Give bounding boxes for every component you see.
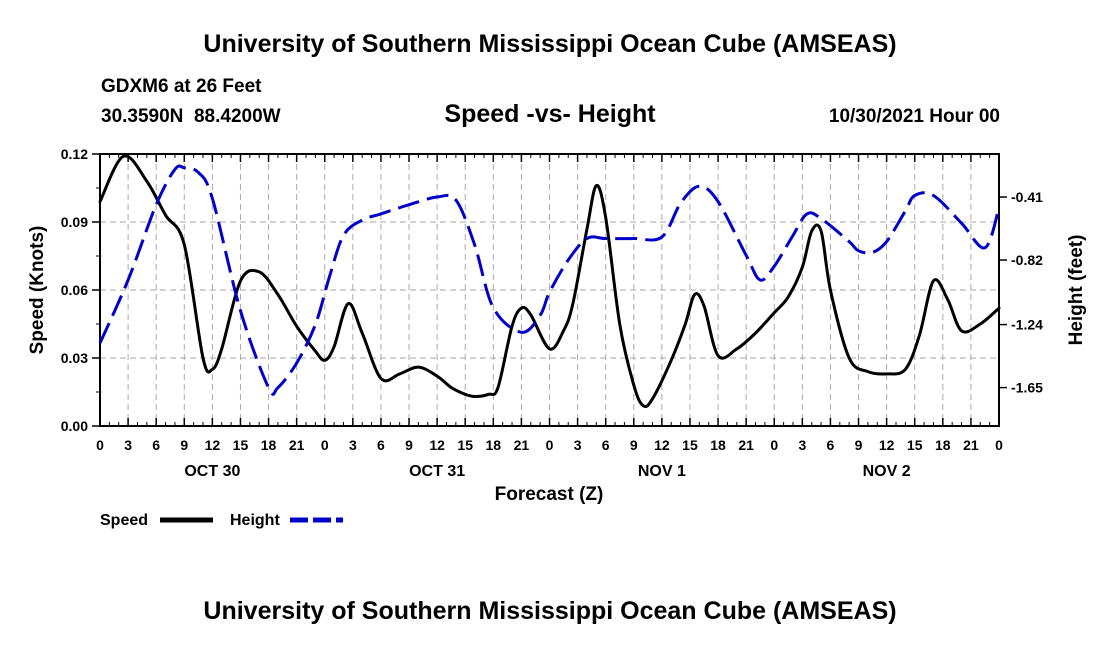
- series-layer: [98, 154, 1001, 409]
- chart-main-title: University of Southern Mississippi Ocean…: [203, 30, 897, 58]
- x-tick-label: 0: [321, 437, 329, 453]
- x-tick-label: 21: [514, 437, 530, 453]
- x-tick-label: 12: [205, 437, 221, 453]
- x-tick-label: 15: [682, 437, 698, 453]
- x-tick-label: 6: [377, 437, 385, 453]
- y-tick-label: 0.06: [61, 282, 88, 298]
- x-tick-label: 12: [879, 437, 895, 453]
- y-axis-title: Speed (Knots): [27, 226, 48, 355]
- x-tick-label: 21: [963, 437, 979, 453]
- x-tick-label: 12: [429, 437, 445, 453]
- x-tick-label: 3: [798, 437, 806, 453]
- x-tick-label: 0: [546, 437, 554, 453]
- x-tick-label: 9: [630, 437, 638, 453]
- x-tick-label: 6: [152, 437, 160, 453]
- coordinates-label: 30.3590N 88.4200W: [101, 106, 281, 127]
- x-tick-label: 15: [457, 437, 473, 453]
- x-tick-label: 0: [96, 437, 104, 453]
- x-tick-label: 0: [995, 437, 1003, 453]
- y2-tick-label: -1.65: [1011, 380, 1043, 396]
- x-tick-label: 9: [855, 437, 863, 453]
- x-tick-label: 6: [602, 437, 610, 453]
- x-tick-label: 9: [180, 437, 188, 453]
- series-line-height: [98, 164, 1001, 396]
- x-tick-label: 18: [486, 437, 502, 453]
- y2-tick-label: -1.24: [1011, 317, 1043, 333]
- footer-title: University of Southern Mississippi Ocean…: [203, 597, 897, 625]
- y-tick-label: 0.03: [61, 350, 88, 366]
- x-tick-label: 15: [907, 437, 923, 453]
- legend-height-label: Height: [230, 512, 280, 529]
- y2-axis-title: Height (feet): [1066, 235, 1087, 346]
- series-line-speed: [98, 154, 1001, 409]
- day-label: NOV 1: [638, 463, 686, 480]
- x-tick-label: 12: [654, 437, 670, 453]
- x-tick-label: 3: [349, 437, 357, 453]
- y-tick-label: 0.00: [61, 418, 88, 434]
- x-tick-label: 0: [770, 437, 778, 453]
- x-tick-label: 9: [405, 437, 413, 453]
- x-tick-label: 21: [738, 437, 754, 453]
- y2-tick-label: -0.41: [1011, 189, 1043, 205]
- x-tick-label: 18: [935, 437, 951, 453]
- legend: Speed Height: [100, 512, 343, 529]
- x-tick-label: 6: [827, 437, 835, 453]
- axis-ticks: [92, 153, 1007, 427]
- station-label: GDXM6 at 26 Feet: [101, 76, 262, 97]
- x-tick-label: 18: [710, 437, 726, 453]
- x-tick-label: 21: [289, 437, 305, 453]
- x-tick-label: 15: [233, 437, 249, 453]
- forecast-datestamp: 10/30/2021 Hour 00: [828, 106, 1000, 127]
- chart-subtitle: Speed -vs- Height: [444, 100, 656, 128]
- y-tick-label: 0.09: [61, 214, 88, 230]
- y2-tick-label: -0.82: [1011, 252, 1043, 268]
- day-label: NOV 2: [863, 463, 911, 480]
- axis-labels: 0 3 6 9 12 15 18 21 0 3 6 9 12 15 18 21 0 3 6 9 12 15 18 21 0 3 6 9…: [61, 146, 1043, 480]
- x-axis-title: Forecast (Z): [495, 484, 604, 505]
- legend-speed-label: Speed: [100, 512, 148, 529]
- y-tick-label: 0.12: [61, 146, 88, 162]
- x-tick-label: 3: [574, 437, 582, 453]
- day-label: OCT 31: [409, 463, 465, 480]
- x-tick-label: 18: [261, 437, 277, 453]
- x-tick-label: 3: [124, 437, 132, 453]
- day-label: OCT 30: [184, 463, 240, 480]
